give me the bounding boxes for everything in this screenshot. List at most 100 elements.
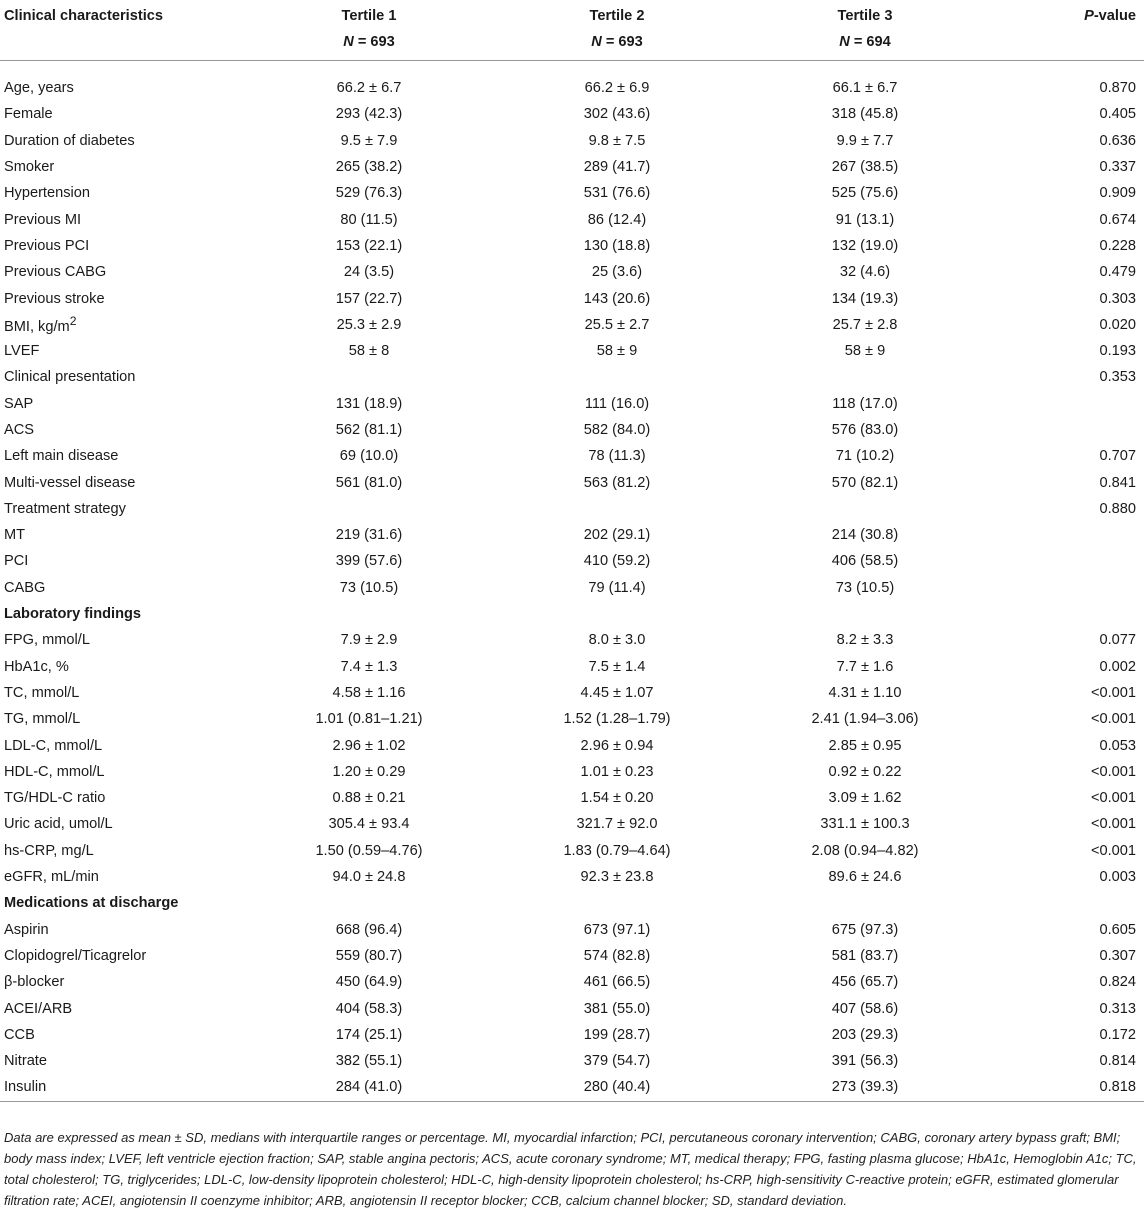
header-empty bbox=[0, 34, 240, 61]
tertile-1-value: 404 (58.3) bbox=[335, 1000, 403, 1017]
p-value: 0.303 bbox=[1099, 290, 1136, 307]
row-label-text: Age, years bbox=[4, 80, 74, 97]
tertile-3-value: 675 (97.3) bbox=[831, 921, 899, 938]
table-row: ACS 562 (81.1) 582 (84.0) 576 (83.0) bbox=[0, 417, 1144, 443]
tertile-2-value: 302 (43.6) bbox=[583, 106, 651, 123]
tertile-1-value: 559 (80.7) bbox=[335, 947, 403, 964]
tertile-3-value: 4.31 ± 1.10 bbox=[828, 684, 902, 701]
table-body: Age, years 66.2 ± 6.7 66.2 ± 6.9 66.1 ± 6.7… bbox=[0, 61, 1144, 1102]
row-label-text: β-blocker bbox=[4, 974, 65, 991]
tertile-1-value: 58 ± 8 bbox=[348, 343, 390, 360]
table-row: PCI 399 (57.6) 410 (59.2) 406 (58.5) bbox=[0, 548, 1144, 574]
row-label-text: HDL-C, mmol/L bbox=[4, 763, 105, 780]
tertile-3-value: 25.7 ± 2.8 bbox=[832, 316, 898, 333]
p-value: <0.001 bbox=[1090, 842, 1136, 859]
p-value: 0.053 bbox=[1099, 737, 1136, 754]
p-value bbox=[996, 522, 1144, 548]
p-value: 0.909 bbox=[1099, 185, 1136, 202]
tertile-2-value: 1.54 ± 0.20 bbox=[580, 790, 654, 807]
tertile-2-value: 78 (11.3) bbox=[588, 448, 646, 465]
row-label: Previous MI bbox=[0, 206, 240, 232]
p-value: <0.001 bbox=[1090, 790, 1136, 807]
row-label-text: Female bbox=[4, 106, 53, 123]
header-empty bbox=[996, 34, 1144, 61]
row-label-text: Nitrate bbox=[4, 1053, 47, 1070]
p-value: 0.337 bbox=[1099, 159, 1136, 176]
tertile-2-value: 1.01 ± 0.23 bbox=[580, 763, 654, 780]
tertile-2-value: 130 (18.8) bbox=[583, 237, 651, 254]
p-value: 0.405 bbox=[1099, 106, 1136, 123]
tertile-3-value: 273 (39.3) bbox=[831, 1079, 899, 1096]
table-row: FPG, mmol/L 7.9 ± 2.9 8.0 ± 3.0 8.2 ± 3.3 0.… bbox=[0, 627, 1144, 653]
table-row: Duration of diabetes 9.5 ± 7.9 9.8 ± 7.5 9.… bbox=[0, 128, 1144, 154]
header-n-tertile-2: N = 693 bbox=[500, 34, 736, 61]
tertile-3-value: 267 (38.5) bbox=[831, 159, 899, 176]
row-label-text: FPG, mmol/L bbox=[4, 632, 90, 649]
row-label: FPG, mmol/L bbox=[0, 627, 240, 653]
p-value bbox=[996, 391, 1144, 417]
tertile-3-value: 570 (82.1) bbox=[831, 474, 899, 491]
table-row: Nitrate 382 (55.1) 379 (54.7) 391 (56.3) 0.8… bbox=[0, 1048, 1144, 1074]
row-label: PCI bbox=[0, 548, 240, 574]
tertile-1-value: 9.5 ± 7.9 bbox=[340, 132, 398, 149]
p-value: 0.002 bbox=[1099, 658, 1136, 675]
tertile-2-value: 9.8 ± 7.5 bbox=[588, 132, 646, 149]
row-label-text: Smoker bbox=[4, 159, 55, 176]
row-label-text: Insulin bbox=[4, 1079, 47, 1096]
row-label: Left main disease bbox=[0, 443, 240, 469]
n-label: N bbox=[839, 34, 850, 50]
tertile-3-value: 576 (83.0) bbox=[831, 422, 899, 438]
table-row: Age, years 66.2 ± 6.7 66.2 ± 6.9 66.1 ± 6.7… bbox=[0, 75, 1144, 101]
p-value: 0.193 bbox=[1099, 343, 1136, 360]
table-row: MT 219 (31.6) 202 (29.1) 214 (30.8) bbox=[0, 522, 1144, 548]
p-value: 0.172 bbox=[1099, 1026, 1136, 1043]
row-label-text: hs-CRP, mg/L bbox=[4, 842, 94, 859]
row-label-text: Uric acid, umol/L bbox=[4, 816, 113, 833]
row-label-text: LDL-C, mmol/L bbox=[4, 737, 103, 754]
header-p-italic: P bbox=[1084, 8, 1094, 24]
p-value bbox=[996, 417, 1144, 443]
table-row: TG/HDL-C ratio 0.88 ± 0.21 1.54 ± 0.20 3.09… bbox=[0, 785, 1144, 811]
tertile-2-value: 66.2 ± 6.9 bbox=[584, 80, 650, 97]
tertile-2-value: 531 (76.6) bbox=[583, 185, 651, 202]
tertile-2-value: 25.5 ± 2.7 bbox=[584, 316, 650, 333]
p-value: 0.674 bbox=[1099, 211, 1136, 228]
tertile-3-value: 407 (58.6) bbox=[831, 1000, 899, 1017]
tertile-3-value: 118 (17.0) bbox=[832, 395, 898, 412]
tertile-2-value: 92.3 ± 23.8 bbox=[580, 869, 654, 886]
tertile-1-value: 293 (42.3) bbox=[335, 106, 403, 123]
tertile-3-value: 71 (10.2) bbox=[835, 448, 895, 465]
tertile-2-value: 111 (16.0) bbox=[584, 395, 650, 412]
tertile-1-value: 0.88 ± 0.21 bbox=[332, 790, 406, 807]
tertile-1-value: 2.96 ± 1.02 bbox=[332, 737, 406, 754]
tertile-3-value: 7.7 ± 1.6 bbox=[836, 658, 894, 675]
tertile-2-value: 574 (82.8) bbox=[583, 947, 651, 964]
tertile-1-value: 382 (55.1) bbox=[335, 1053, 403, 1070]
row-label: HbA1c, % bbox=[0, 654, 240, 680]
row-label: Uric acid, umol/L bbox=[0, 811, 240, 837]
p-value: 0.636 bbox=[1099, 132, 1136, 149]
table-row: BMI, kg/m2 25.3 ± 2.9 25.5 ± 2.7 25.7 ± 2.8… bbox=[0, 312, 1144, 338]
row-label-text: Left main disease bbox=[4, 448, 119, 465]
p-value: 0.707 bbox=[1099, 448, 1136, 465]
header-n-tertile-3: N = 694 bbox=[736, 34, 996, 61]
row-label-text: TC, mmol/L bbox=[4, 684, 80, 701]
tertile-2-value: 563 (81.2) bbox=[583, 474, 651, 491]
tertile-3-value: 89.6 ± 24.6 bbox=[828, 869, 902, 886]
tertile-2-value: 1.83 (0.79–4.64) bbox=[563, 842, 671, 859]
tertile-1-value: 25.3 ± 2.9 bbox=[336, 316, 402, 333]
table-row: Multi-vessel disease 561 (81.0) 563 (81.2)… bbox=[0, 469, 1144, 495]
table-row: SAP 131 (18.9) 111 (16.0) 118 (17.0) bbox=[0, 391, 1144, 417]
row-label: Clopidogrel/Ticagrelor bbox=[0, 943, 240, 969]
row-label-text: Aspirin bbox=[4, 921, 49, 938]
tertile-2-value: 86 (12.4) bbox=[587, 211, 647, 228]
row-label: SAP bbox=[0, 391, 240, 417]
table-row: Previous MI 80 (11.5) 86 (12.4) 91 (13.1) 0.… bbox=[0, 206, 1144, 232]
tertile-2-value: 199 (28.7) bbox=[583, 1026, 651, 1043]
table-header: Clinical characteristics Tertile 1 Terti… bbox=[0, 0, 1144, 61]
table-row: Left main disease 69 (10.0) 78 (11.3) 71 (1… bbox=[0, 443, 1144, 469]
row-label-text: ACEI/ARB bbox=[4, 1000, 73, 1017]
p-value: 0.307 bbox=[1099, 947, 1136, 964]
row-label: Insulin bbox=[0, 1074, 240, 1101]
p-value: 0.605 bbox=[1099, 921, 1136, 938]
